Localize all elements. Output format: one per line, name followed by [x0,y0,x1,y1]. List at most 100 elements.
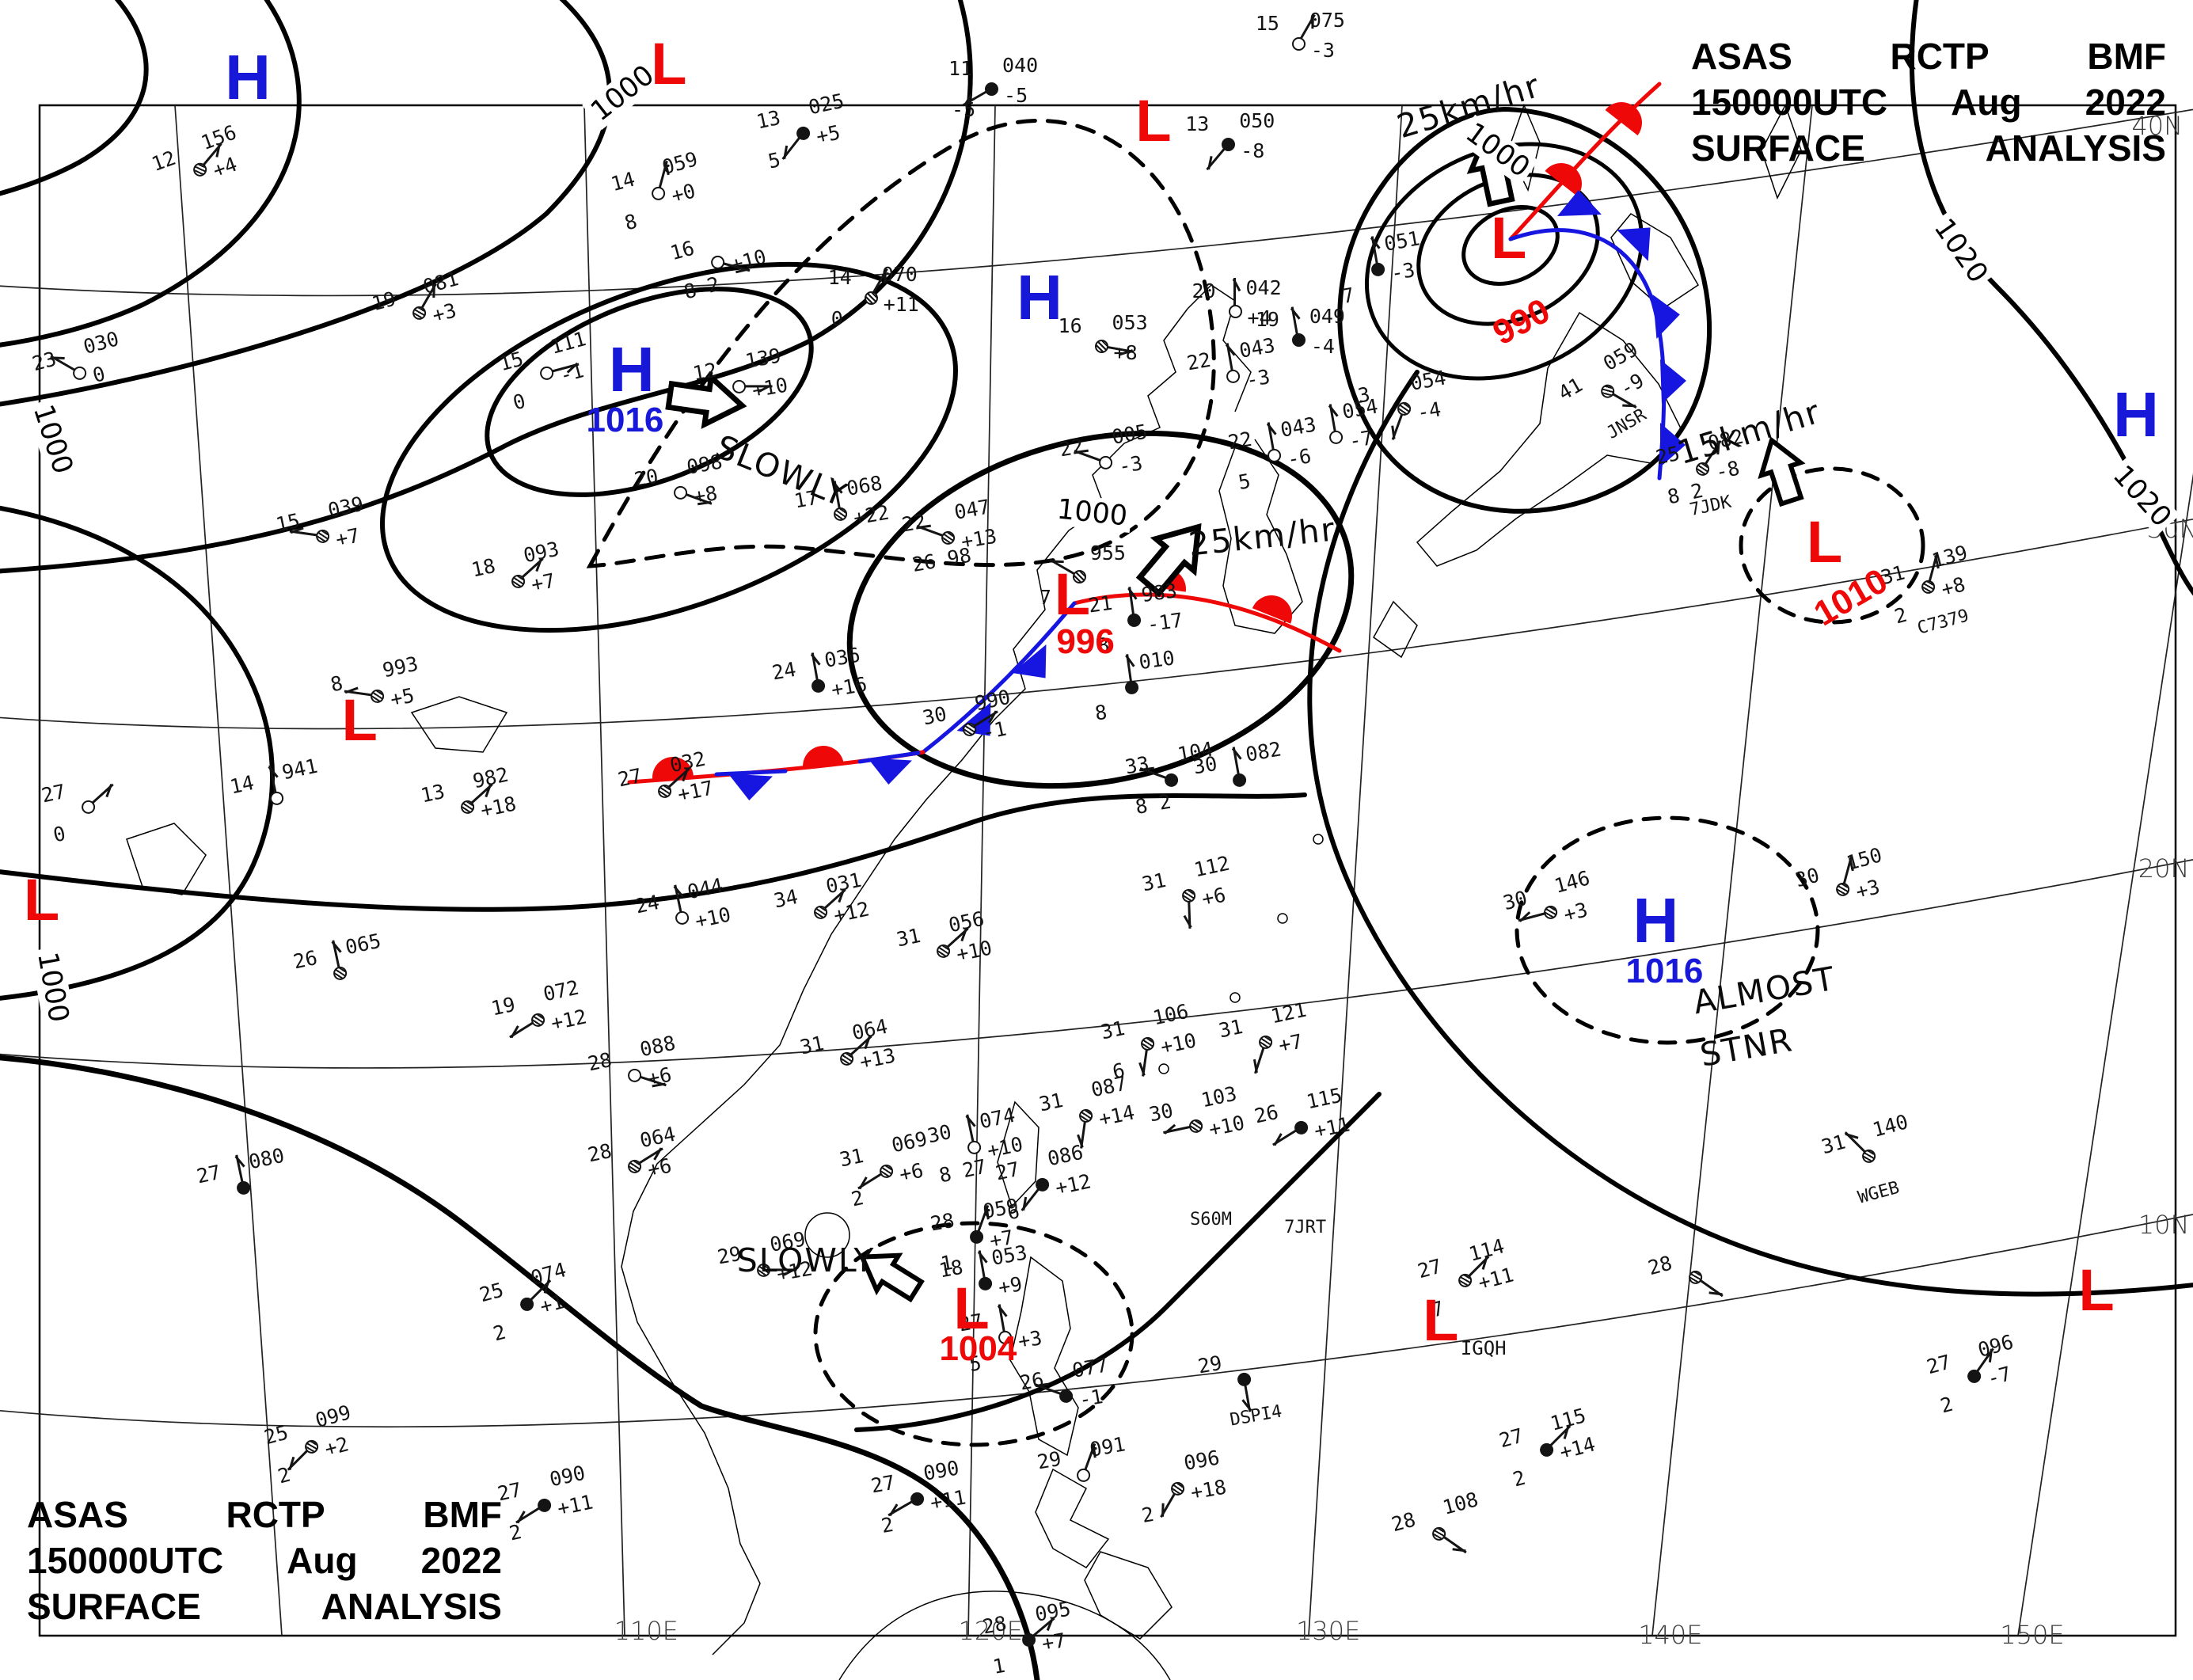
warm-front [1508,82,1662,241]
station-temperature: 31 [1140,868,1169,896]
station-temperature: 12 [691,358,720,386]
pressure-center-l: L [1054,561,1091,628]
cold-front [1508,228,1667,481]
pressure-value: 1016 [586,400,664,439]
movement-arrow-northeast [1135,523,1202,598]
cold-front-marker [728,773,773,800]
coastline-taiwan [997,1100,1039,1208]
station-pressure: 068 [845,471,884,501]
pressure-center-l: L [1807,509,1843,576]
station-temperature: 28 [585,1138,614,1167]
graticule [0,105,2193,1636]
station-circle-icon [864,291,878,305]
station-temperature: 33 [1123,751,1151,779]
station-temperature: 24 [770,657,798,685]
parallel-30n [0,518,2193,730]
station-pressure: 054 [1408,366,1448,395]
station-temperature: 28 [928,1208,956,1236]
station-tendency: +7 [1039,1629,1068,1655]
title-word: ASAS [1691,36,1792,77]
cold-front-marker [1660,423,1686,467]
station-tendency: +0 [668,179,698,208]
station-tendency: +4 [1247,306,1271,329]
station-temperature: 20 [1192,279,1216,302]
station-tendency: -5 [1004,84,1028,108]
station-tendency: +3 [429,298,459,327]
station-pressure: 082 [1244,736,1283,766]
station-tendency: -1 [980,716,1009,745]
isobar-high-1016-outer [380,261,958,633]
warm-front-marker [1252,595,1292,624]
station-pressure: 139 [743,344,784,373]
pressure-center-l: L [651,30,687,97]
station-tendency: +1 [537,1289,567,1318]
station-pressure: 096 [1182,1446,1222,1475]
station-temperature: 27 [1415,1254,1445,1283]
cold-front-marker [1660,359,1686,404]
warm-front-marker [1605,102,1642,136]
station-pressure: 090 [922,1456,961,1485]
station-temperature: 28 [980,1611,1009,1639]
station-pressure: 040 [1002,54,1039,78]
station-tendency: +8 [1938,572,1968,601]
station-temperature: 28 [1645,1251,1675,1280]
title-word: SURFACE [1691,127,1865,169]
station-tendency: -7 [1984,1362,2014,1390]
longitude-label: 130E [1296,1616,1361,1647]
annotation-text: SLOWLY [736,1241,876,1280]
station-temperature: 31 [1819,1130,1849,1159]
isobar-1000 [0,0,612,407]
title-line: ASAS RCTP BMF [1691,33,2166,79]
pressure-center-h: H [2113,379,2159,450]
station-tendency: +8 [1113,341,1138,365]
station-temperature: 22 [1184,348,1213,375]
movement-arrow-east [665,371,747,429]
isobar [0,505,275,1001]
isobar-dashed-low-1004 [813,1221,1135,1447]
station-tendency: +5 [388,683,417,711]
isobar-1020 [1910,0,2193,596]
station-temperature: 23 [29,347,59,376]
isobar-dashed-low-1010 [1739,466,1925,625]
station-temperature: 31 [1217,1014,1245,1043]
station-circle-icon [1072,569,1086,583]
meridian-120e [967,105,996,1636]
station-extra: 0 [830,306,843,330]
fronts [627,82,1686,800]
station-pressure: 059 [980,1194,1020,1223]
station-tendency: +6 [897,1158,925,1187]
cold-front-marker [1652,295,1680,339]
title-word: Aug [287,1540,358,1581]
isobar [0,1055,1040,1680]
meridian-100e [174,105,283,1636]
cold-front-marker [1012,644,1047,678]
title-word: ASAS [27,1494,128,1535]
pressure-value: 1004 [939,1328,1017,1368]
station-pressure: 095 [1033,1597,1073,1626]
title-word: 150000UTC [1691,82,1888,123]
station-pressure: 075 [1309,9,1345,32]
station-tendency: +3 [1016,1326,1044,1353]
station-tendency: +7 [1276,1029,1306,1057]
warm-front [1072,592,1342,653]
station-temperature: 30 [1500,886,1530,915]
station-circle-icon [1228,304,1242,318]
station-temperature: 30 [1792,863,1822,891]
station-temperature: 16 [1058,314,1082,338]
title-word: 2022 [2085,82,2166,123]
ryukyu-island [1313,834,1324,845]
station-pressure: 043 [1279,412,1319,442]
isobar [0,0,302,348]
station-temperature: 26 [1252,1100,1280,1128]
station-tendency: -1 [557,359,587,388]
station-temperature: 30 [925,1120,954,1148]
station-extra: 8 2 [1134,789,1173,819]
ryukyu-island [1230,992,1241,1003]
station-temperature: 27 [868,1470,897,1498]
station-temperature: 27 [616,764,644,792]
station-tendency: -17 [1146,608,1184,637]
